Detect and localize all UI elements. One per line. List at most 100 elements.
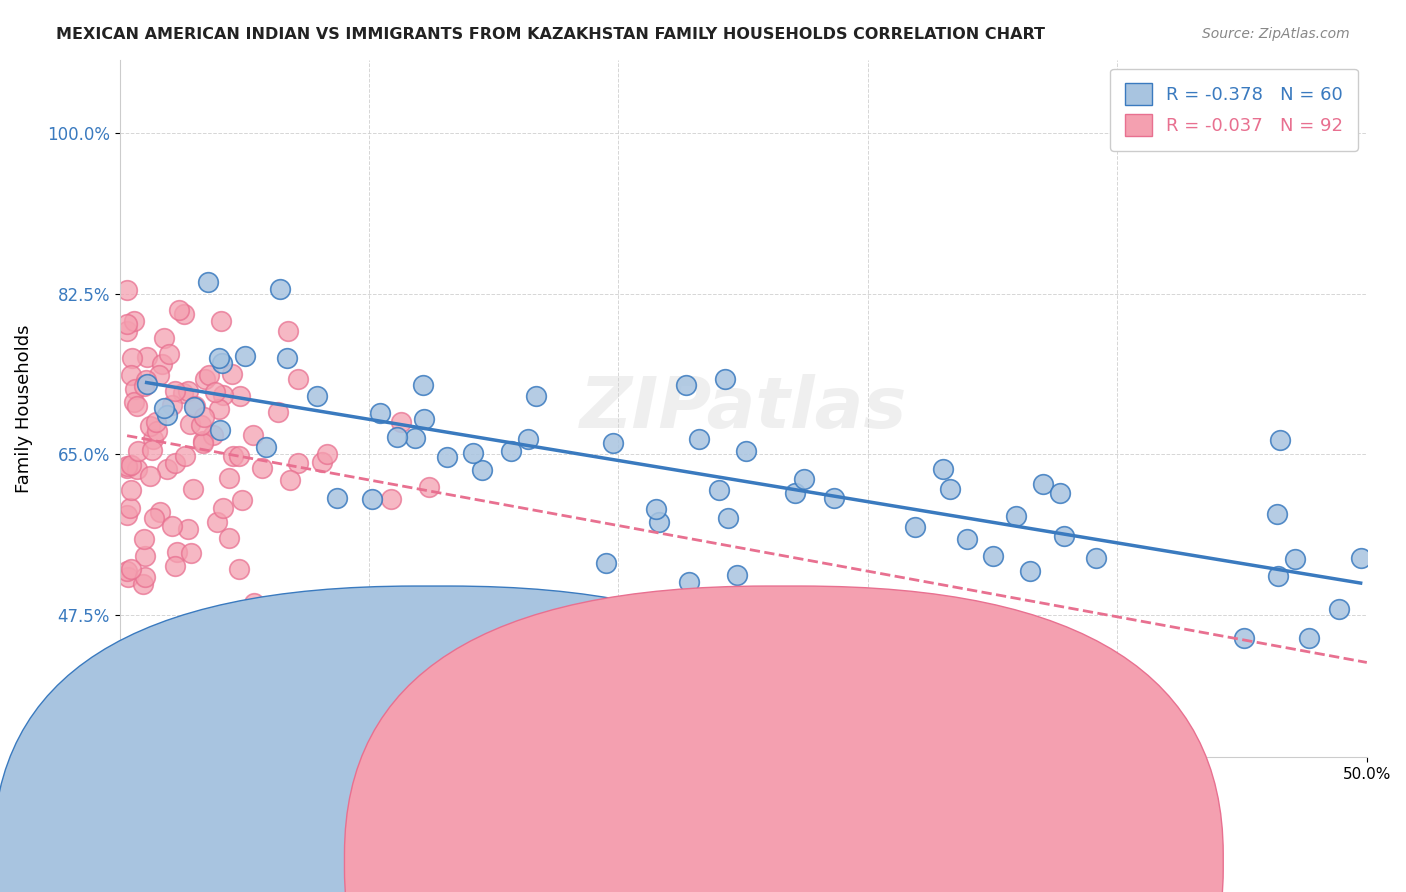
Immigrants from Kazakhstan: [139, 418, 162, 433]
Immigrants from Kazakhstan: [127, 399, 149, 413]
Mexican American Indians: [385, 430, 408, 444]
Immigrants from Kazakhstan: [115, 325, 138, 339]
Immigrants from Kazakhstan: [157, 347, 180, 361]
Mexican American Indians: [1233, 631, 1256, 645]
Immigrants from Kazakhstan: [120, 562, 142, 576]
Immigrants from Kazakhstan: [160, 518, 183, 533]
Immigrants from Kazakhstan: [209, 314, 232, 328]
Mexican American Indians: [1032, 477, 1054, 491]
Immigrants from Kazakhstan: [115, 459, 138, 474]
Mexican American Indians: [714, 372, 737, 386]
Text: Immigrants from Kazakhstan: Immigrants from Kazakhstan: [835, 806, 1076, 824]
Mexican American Indians: [233, 349, 256, 363]
Immigrants from Kazakhstan: [194, 372, 217, 386]
Legend: R = -0.378   N = 60, R = -0.037   N = 92: R = -0.378 N = 60, R = -0.037 N = 92: [1111, 69, 1358, 151]
Immigrants from Kazakhstan: [160, 398, 183, 412]
Mexican American Indians: [595, 556, 617, 570]
Mexican American Indians: [1265, 507, 1288, 521]
Immigrants from Kazakhstan: [150, 357, 173, 371]
Mexican American Indians: [368, 405, 391, 419]
Mexican American Indians: [1004, 509, 1026, 524]
Mexican American Indians: [648, 516, 671, 530]
Immigrants from Kazakhstan: [191, 436, 214, 450]
Immigrants from Kazakhstan: [212, 387, 235, 401]
Text: MEXICAN AMERICAN INDIAN VS IMMIGRANTS FROM KAZAKHSTAN FAMILY HOUSEHOLDS CORRELAT: MEXICAN AMERICAN INDIAN VS IMMIGRANTS FR…: [56, 27, 1045, 42]
Immigrants from Kazakhstan: [166, 545, 188, 559]
Immigrants from Kazakhstan: [173, 307, 195, 321]
Immigrants from Kazakhstan: [266, 405, 288, 419]
Immigrants from Kazakhstan: [134, 570, 156, 584]
Mexican American Indians: [413, 412, 436, 426]
Immigrants from Kazakhstan: [222, 449, 245, 463]
Immigrants from Kazakhstan: [278, 473, 301, 487]
Mexican American Indians: [725, 567, 748, 582]
Immigrants from Kazakhstan: [177, 384, 200, 398]
Immigrants from Kazakhstan: [287, 456, 309, 470]
Mexican American Indians: [675, 378, 697, 392]
Immigrants from Kazakhstan: [308, 650, 330, 665]
Y-axis label: Family Households: Family Households: [15, 325, 32, 492]
Immigrants from Kazakhstan: [122, 395, 145, 409]
Mexican American Indians: [501, 444, 523, 458]
Immigrants from Kazakhstan: [152, 331, 174, 345]
Mexican American Indians: [1298, 631, 1320, 645]
Immigrants from Kazakhstan: [211, 500, 233, 515]
Immigrants from Kazakhstan: [181, 482, 204, 496]
Mexican American Indians: [412, 377, 434, 392]
Mexican American Indians: [1327, 602, 1350, 616]
Immigrants from Kazakhstan: [142, 511, 165, 525]
Mexican American Indians: [208, 351, 231, 366]
Immigrants from Kazakhstan: [191, 434, 214, 448]
Mexican American Indians: [361, 491, 384, 506]
Mexican American Indians: [602, 436, 624, 450]
Immigrants from Kazakhstan: [163, 456, 186, 470]
Immigrants from Kazakhstan: [115, 460, 138, 475]
Immigrants from Kazakhstan: [132, 577, 155, 591]
Mexican American Indians: [183, 400, 205, 414]
Mexican American Indians: [823, 491, 845, 505]
Mexican American Indians: [209, 423, 232, 437]
Immigrants from Kazakhstan: [142, 433, 165, 447]
Immigrants from Kazakhstan: [389, 415, 412, 429]
Mexican American Indians: [307, 389, 329, 403]
Immigrants from Kazakhstan: [115, 508, 138, 522]
Immigrants from Kazakhstan: [135, 373, 157, 387]
Immigrants from Kazakhstan: [250, 461, 273, 475]
Mexican American Indians: [1350, 551, 1372, 566]
Immigrants from Kazakhstan: [174, 449, 197, 463]
Mexican American Indians: [1084, 550, 1107, 565]
Immigrants from Kazakhstan: [193, 409, 215, 424]
Mexican American Indians: [1267, 568, 1289, 582]
Mexican American Indians: [516, 432, 538, 446]
Mexican American Indians: [956, 533, 979, 547]
Mexican American Indians: [326, 491, 349, 506]
Immigrants from Kazakhstan: [221, 367, 243, 381]
Immigrants from Kazakhstan: [205, 515, 228, 529]
Mexican American Indians: [645, 502, 668, 516]
Text: Mexican American Indians: Mexican American Indians: [460, 806, 678, 824]
Mexican American Indians: [1049, 486, 1071, 500]
Mexican American Indians: [707, 483, 730, 497]
Mexican American Indians: [1053, 529, 1076, 543]
Mexican American Indians: [269, 282, 291, 296]
Immigrants from Kazakhstan: [163, 384, 186, 398]
Immigrants from Kazakhstan: [149, 505, 172, 519]
Immigrants from Kazakhstan: [197, 368, 219, 382]
Immigrants from Kazakhstan: [277, 324, 299, 338]
Mexican American Indians: [1268, 433, 1291, 447]
Text: Source: ZipAtlas.com: Source: ZipAtlas.com: [1202, 27, 1350, 41]
Immigrants from Kazakhstan: [177, 522, 200, 536]
Immigrants from Kazakhstan: [180, 546, 202, 560]
Immigrants from Kazakhstan: [380, 492, 402, 507]
Immigrants from Kazakhstan: [145, 415, 167, 429]
Mexican American Indians: [463, 446, 485, 460]
Immigrants from Kazakhstan: [405, 597, 427, 611]
Mexican American Indians: [276, 351, 298, 365]
Immigrants from Kazakhstan: [139, 469, 162, 483]
Text: ZIPatlas: ZIPatlas: [579, 374, 907, 443]
Immigrants from Kazakhstan: [146, 424, 169, 438]
Mexican American Indians: [1284, 551, 1306, 566]
Mexican American Indians: [903, 520, 925, 534]
Mexican American Indians: [1019, 564, 1042, 578]
Immigrants from Kazakhstan: [179, 417, 201, 432]
